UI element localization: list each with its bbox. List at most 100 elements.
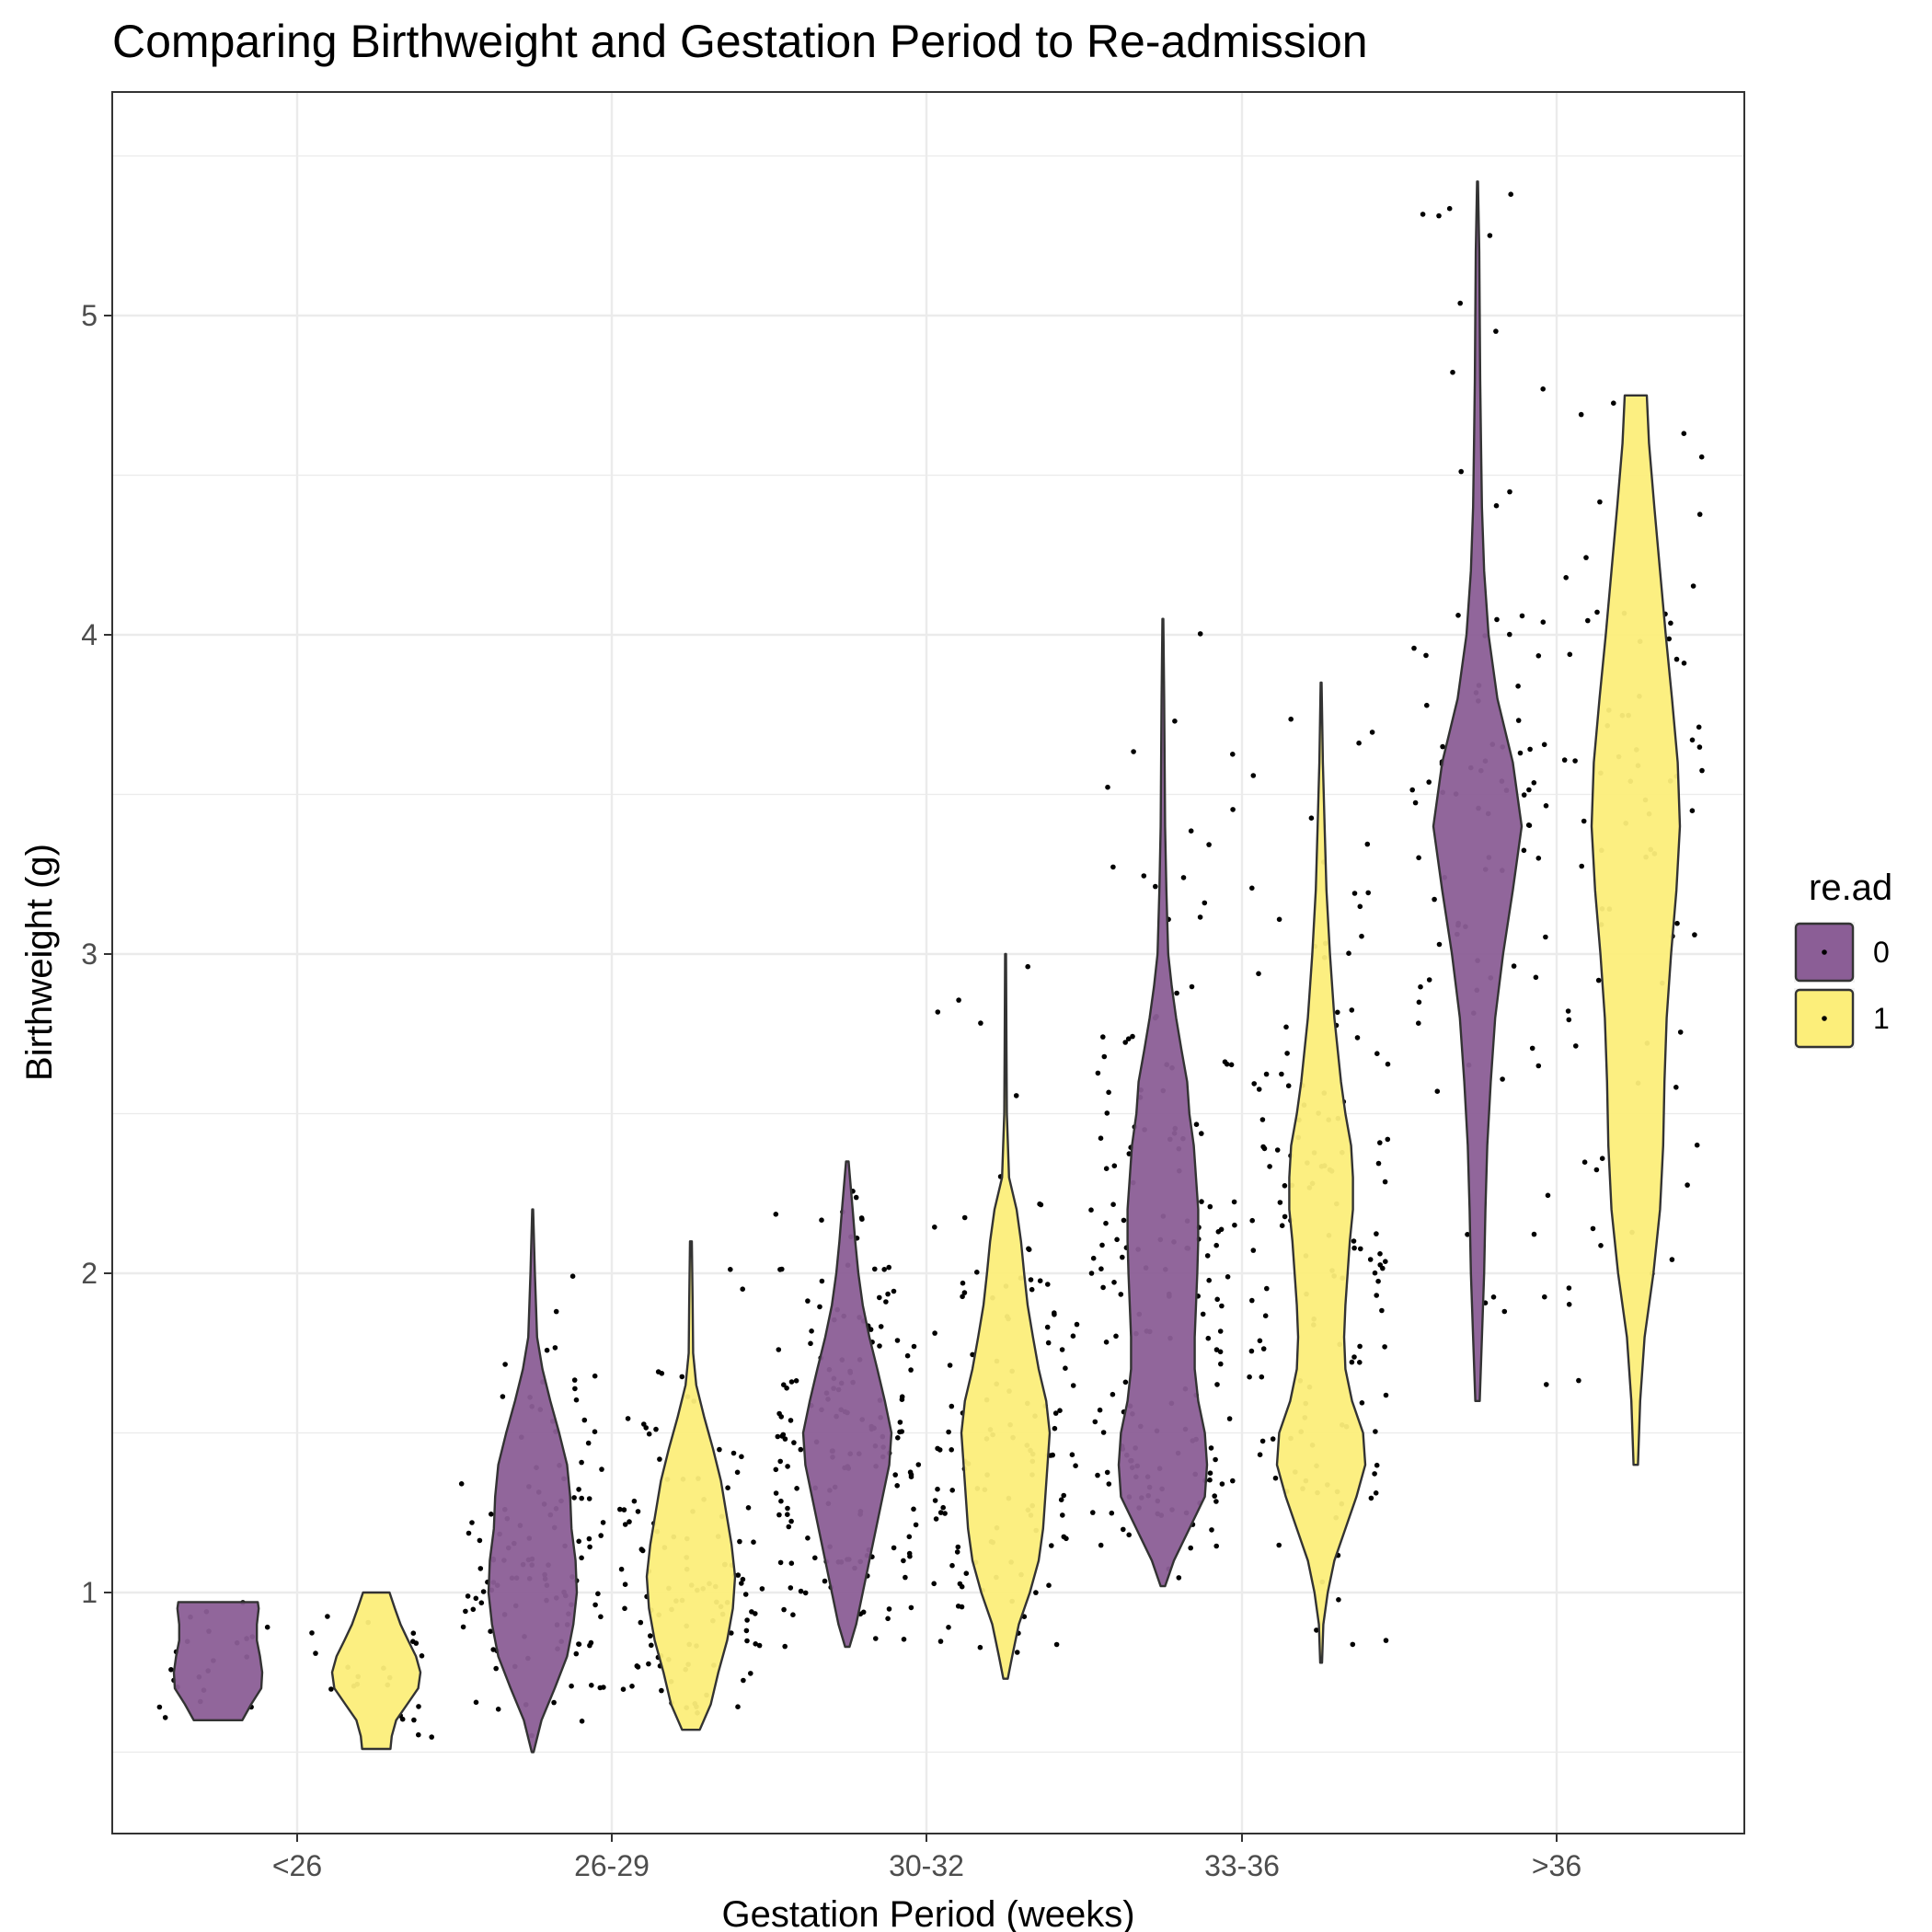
- jitter-point: [1696, 724, 1702, 730]
- jitter-point: [1581, 1159, 1588, 1165]
- jitter-point: [1426, 977, 1432, 983]
- jitter-point: [1545, 1192, 1551, 1199]
- jitter-point: [1354, 1035, 1361, 1041]
- jitter-point: [749, 1609, 754, 1615]
- jitter-point: [1070, 1333, 1076, 1339]
- jitter-point: [1351, 891, 1358, 896]
- jitter-point: [1121, 1217, 1127, 1224]
- violin-1->36: [1590, 394, 1682, 1466]
- jitter-point: [1375, 1278, 1381, 1284]
- jitter-point: [1374, 1293, 1379, 1298]
- jitter-point: [1207, 1470, 1213, 1476]
- jitter-point: [1501, 1308, 1508, 1315]
- jitter-point: [788, 1518, 794, 1524]
- jitter-point: [490, 1647, 496, 1652]
- jitter-point: [1416, 999, 1422, 1006]
- jitter-point: [773, 1212, 779, 1217]
- jitter-point: [788, 1585, 794, 1591]
- jitter-point: [1070, 1383, 1076, 1388]
- violins: [172, 180, 1682, 1754]
- jitter-point: [1351, 1238, 1357, 1244]
- jitter-point: [777, 1458, 783, 1465]
- jitter-point: [947, 1363, 953, 1368]
- jitter-point: [1594, 609, 1600, 615]
- jitter-point: [903, 1574, 908, 1581]
- jitter-point: [1251, 1081, 1257, 1087]
- jitter-point: [790, 1612, 796, 1617]
- jitter-point: [940, 1504, 946, 1511]
- jitter-point: [1573, 1043, 1579, 1049]
- jitter-point: [853, 1194, 859, 1201]
- jitter-point: [573, 1397, 580, 1403]
- jitter-point: [1508, 191, 1513, 197]
- jitter-point: [1511, 963, 1517, 969]
- jitter-point: [1436, 213, 1442, 219]
- jitter-point: [756, 1642, 763, 1649]
- jitter-point: [1677, 1029, 1684, 1035]
- violin-0-30-32: [801, 1160, 893, 1649]
- jitter-point: [325, 1614, 330, 1619]
- jitter-point: [1525, 822, 1532, 828]
- jitter-point: [949, 1447, 954, 1453]
- jitter-point: [805, 1298, 811, 1304]
- jitter-point: [911, 1343, 917, 1350]
- jitter-point: [740, 1286, 745, 1292]
- jitter-point: [788, 1560, 795, 1566]
- jitter-point: [1416, 1020, 1421, 1026]
- jitter-point: [1507, 489, 1512, 495]
- jitter-point: [737, 1538, 742, 1545]
- jitter-point: [883, 1299, 889, 1305]
- jitter-point: [1351, 1245, 1357, 1251]
- jitter-point: [1288, 716, 1294, 722]
- jitter-point: [775, 1433, 781, 1440]
- jitter-point: [592, 1602, 598, 1608]
- jitter-point: [1104, 1469, 1110, 1476]
- x-tick-label: <26: [272, 1849, 322, 1882]
- jitter-point: [495, 1707, 501, 1712]
- jitter-point: [622, 1522, 628, 1527]
- jitter-point: [1529, 1045, 1535, 1052]
- jitter-point: [748, 1671, 753, 1676]
- jitter-point: [906, 1534, 913, 1540]
- jitter-point: [1350, 1641, 1356, 1648]
- jitter-point: [1385, 1061, 1391, 1067]
- jitter-point: [458, 1481, 465, 1487]
- jitter-point: [1267, 1164, 1272, 1169]
- jitter-point: [569, 1683, 574, 1689]
- jitter-point: [478, 1600, 485, 1605]
- jitter-point: [1494, 616, 1500, 623]
- jitter-point: [1109, 1510, 1115, 1516]
- jitter-point: [785, 1464, 790, 1469]
- jitter-point: [1120, 1254, 1125, 1260]
- jitter-point: [959, 1583, 965, 1590]
- jitter-point: [946, 1625, 951, 1630]
- jitter-point: [932, 1498, 938, 1503]
- jitter-point: [961, 1214, 968, 1221]
- jitter-point: [1365, 890, 1371, 896]
- jitter-point: [1270, 1436, 1276, 1442]
- jitter-point: [1567, 651, 1573, 658]
- jitter-point: [1218, 1361, 1224, 1367]
- jitter-point: [1260, 1346, 1267, 1351]
- jitter-point: [1061, 1534, 1067, 1540]
- jitter-point: [600, 1520, 606, 1525]
- jitter-point: [1069, 1452, 1075, 1457]
- jitter-point: [1100, 1430, 1107, 1435]
- jitter-point: [1105, 784, 1110, 790]
- jitter-point: [1172, 719, 1178, 724]
- violin-1-<26: [330, 1591, 422, 1751]
- jitter-point: [1282, 1183, 1288, 1189]
- jitter-point: [1673, 656, 1680, 662]
- jitter-point: [493, 1665, 499, 1672]
- jitter-point: [1540, 619, 1547, 625]
- jitter-point: [599, 1466, 604, 1472]
- jitter-point: [1673, 1085, 1679, 1090]
- jitter-point: [1111, 1280, 1117, 1285]
- jitter-point: [794, 1486, 799, 1491]
- jitter-point: [1247, 1374, 1252, 1380]
- jitter-point: [1373, 1429, 1378, 1434]
- jitter-point: [873, 1636, 879, 1641]
- jitter-point: [802, 1590, 809, 1596]
- jitter-point: [617, 1506, 623, 1512]
- jitter-point: [782, 1436, 788, 1442]
